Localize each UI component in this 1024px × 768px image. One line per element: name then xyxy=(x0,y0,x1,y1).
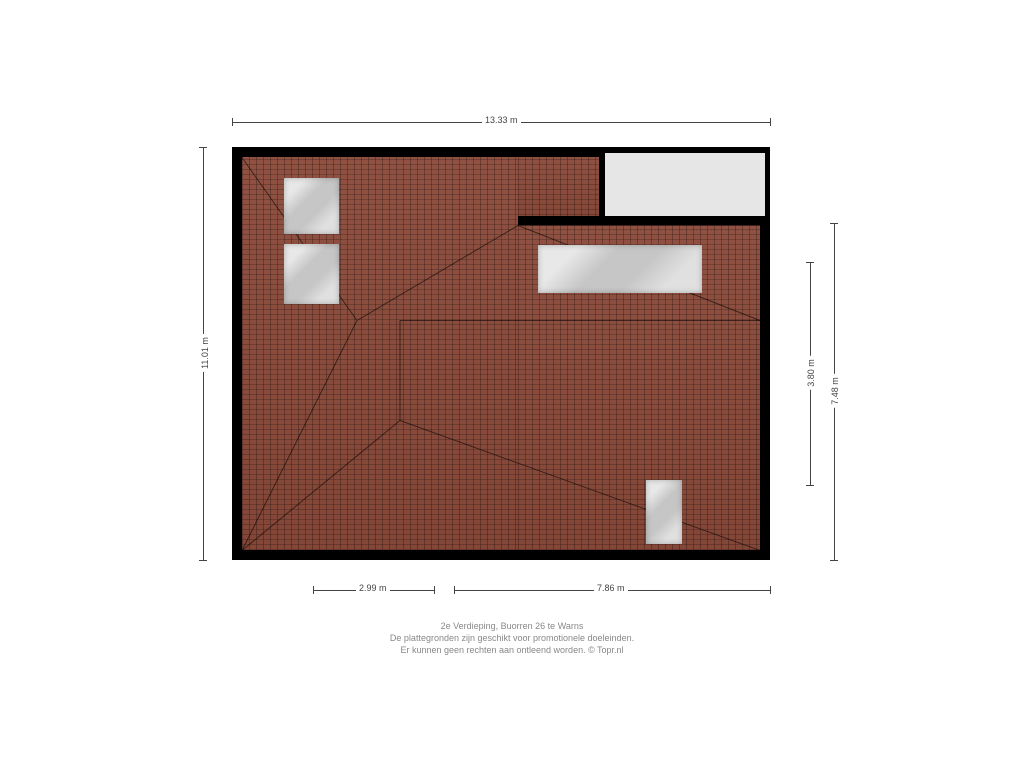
dim-bottom-right-label: 7.86 m xyxy=(594,583,628,593)
skylight-center-long xyxy=(538,245,702,293)
dim-left-tick-t xyxy=(199,147,207,148)
hip-line xyxy=(400,320,760,321)
footer-caption: 2e Verdieping, Buorren 26 te Warns De pl… xyxy=(0,620,1024,656)
footer-line2: De plattegronden zijn geschikt voor prom… xyxy=(0,632,1024,644)
flat-roof-area xyxy=(605,153,765,216)
dim-top-tick-l xyxy=(232,118,233,126)
wall-inset-horizontal xyxy=(518,216,770,225)
floorplan-canvas: 13.33 m 11.01 m 7.48 m 3.80 m 2.99 m 7.8… xyxy=(0,0,1024,768)
skylight-upper-left-1 xyxy=(284,178,339,234)
dim-left-label: 11.01 m xyxy=(200,334,210,372)
hip-line xyxy=(518,225,760,226)
dim-right-mid-tick-t xyxy=(806,262,814,263)
dim-right-lower-tick-t xyxy=(830,223,838,224)
dim-top-label: 13.33 m xyxy=(482,115,521,125)
dim-right-lower-label: 7.48 m xyxy=(830,374,840,408)
footer-line1: 2e Verdieping, Buorren 26 te Warns xyxy=(0,620,1024,632)
footer-line3: Er kunnen geen rechten aan ontleend word… xyxy=(0,644,1024,656)
dim-top-tick-r xyxy=(770,118,771,126)
dim-bottom-left-label: 2.99 m xyxy=(356,583,390,593)
dim-right-lower-tick-b xyxy=(830,560,838,561)
dim-left-tick-b xyxy=(199,560,207,561)
dim-bottom-left-tick-r xyxy=(434,586,435,594)
skylight-lower-right xyxy=(646,480,682,544)
hip-line xyxy=(400,321,401,421)
skylight-upper-left-2 xyxy=(284,244,339,304)
roof-tiles-top-strip xyxy=(518,157,605,225)
dim-right-mid-label: 3.80 m xyxy=(806,356,816,390)
dim-bottom-right-tick-l xyxy=(454,586,455,594)
wall-flat-left xyxy=(599,153,605,216)
dim-bottom-right-tick-r xyxy=(770,586,771,594)
dim-right-mid-tick-b xyxy=(806,485,814,486)
dim-bottom-left-tick-l xyxy=(313,586,314,594)
